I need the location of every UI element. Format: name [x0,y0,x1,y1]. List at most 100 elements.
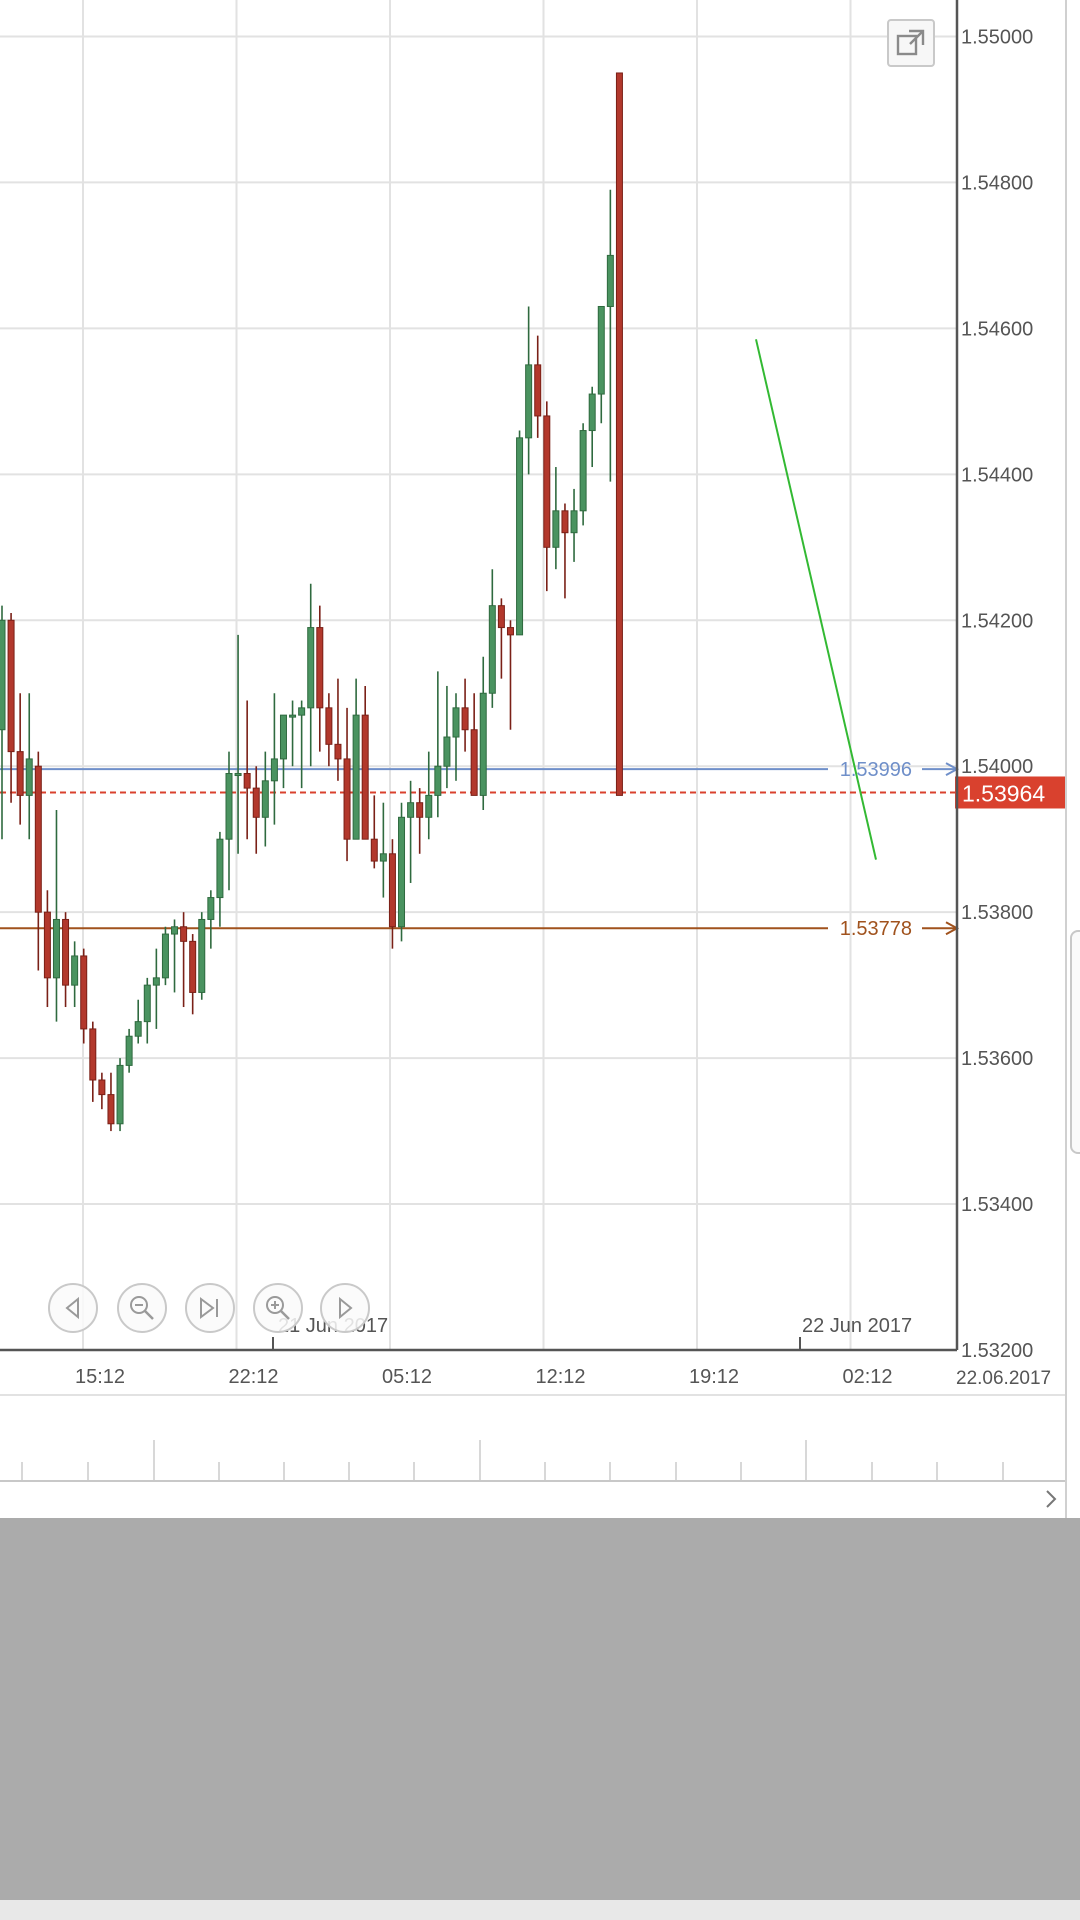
price-line-label: 1.53996 [840,759,912,781]
y-tick-label: 1.53200 [961,1340,1033,1362]
magnifier-plus-icon [266,1296,290,1320]
candle-body [243,773,251,789]
candle-body [316,627,324,709]
candle-body [543,415,551,548]
y-tick-label: 1.54400 [961,464,1033,486]
current-price-label: 1.53964 [962,780,1045,806]
side-drawer-handle[interactable] [1070,930,1080,1154]
candle-body [234,773,242,777]
candle-body [134,1021,142,1037]
candle-body [552,510,560,548]
scroll-to-end-button[interactable] [185,1283,235,1333]
candle-body [588,393,596,432]
chart-area[interactable]: 1.53996 1.53778 1.53964 15:12 22:12 05:12 12… [0,0,1080,1520]
expand-chart-button[interactable] [887,19,935,67]
trendline-layer [755,339,877,860]
candle-body [606,254,614,307]
triangle-right-icon [339,1296,353,1320]
expand-icon [896,29,925,56]
candle-body [452,707,460,738]
candle-body [525,364,533,439]
candle-body [89,1028,97,1081]
candle-body [207,897,215,920]
candle-body [470,729,478,796]
candle-body [307,627,315,709]
grid [0,0,957,1351]
date-label: 22 Jun 2017 [802,1315,912,1337]
y-tick-label: 1.54200 [961,610,1033,632]
candle-body [597,305,605,395]
zoom-out-button[interactable] [117,1283,167,1333]
candle-body [62,918,70,986]
candle-body [125,1035,133,1066]
candle-body [16,751,24,796]
candle-body [479,692,487,796]
price-line-label: 1.53778 [840,918,912,940]
y-tick-label: 1.54000 [961,756,1033,778]
candle-body [407,802,415,818]
bottom-bar [0,1900,1080,1920]
y-tick-label: 1.53800 [961,902,1033,924]
candle-body [171,926,179,935]
candle-body [398,816,406,928]
candle-body [561,510,569,534]
candle-body [143,984,151,1023]
candle-body [98,1079,106,1096]
y-tick-label: 1.53400 [961,1194,1033,1216]
candle-body [434,765,442,796]
chevron-right-icon [1046,1490,1057,1508]
triangle-left-icon [65,1296,79,1320]
candle-body [370,838,378,862]
scroll-right-button[interactable] [1038,1484,1064,1514]
candle-body [361,714,369,840]
candle-body [161,933,169,979]
candle-body [80,955,88,1030]
candle-body [152,977,160,986]
candle-body [352,714,360,840]
candlestick-chart[interactable]: 1.53996 1.53778 1.53964 15:12 22:12 05:12 12… [0,0,1080,1520]
candle-body [107,1094,115,1125]
candle-body [116,1064,124,1125]
skip-to-end-icon [200,1297,218,1319]
x-tick-label: 22:12 [228,1366,278,1388]
candle-body [252,787,260,818]
candle-body [289,714,297,718]
candle-body [25,758,33,796]
candle-body [388,853,396,928]
candle-body [416,802,424,818]
x-tick-label: 05:12 [382,1366,432,1388]
candle-body [379,853,387,862]
candle-body [516,437,524,636]
candle-body [0,619,6,731]
candle-body [216,838,224,899]
candle-body [225,773,233,840]
candle-body [43,911,51,979]
y-tick-label: 1.55000 [961,26,1033,48]
candle-body [279,714,287,760]
axis-labels: 15:12 22:12 05:12 12:12 19:12 02:12 1.55000 1.5… [75,26,1051,1389]
candle-body [334,743,342,760]
candle-body [270,758,278,782]
candle-body [7,619,15,753]
candle-body [52,918,60,979]
y-tick-label: 1.54800 [961,172,1033,194]
x-tick-label: 12:12 [535,1366,585,1388]
candle-body [189,940,197,993]
candle-body [506,627,514,636]
scroll-back-button[interactable] [48,1283,98,1333]
corner-date-label: 22.06.2017 [956,1368,1051,1389]
candle-body [570,510,578,534]
candle-body [34,765,42,913]
candle-body [325,707,333,745]
candle-body [534,364,542,417]
y-tick-label: 1.53600 [961,1048,1033,1070]
zoom-in-button[interactable] [253,1283,303,1333]
trend-line [755,339,877,860]
candle-body [443,736,451,767]
candle-body [198,918,206,993]
candle-body [497,605,505,629]
candle-body [461,707,469,731]
candles [0,72,623,1132]
scroll-forward-button[interactable] [320,1283,370,1333]
current-price-badge [955,776,1065,809]
